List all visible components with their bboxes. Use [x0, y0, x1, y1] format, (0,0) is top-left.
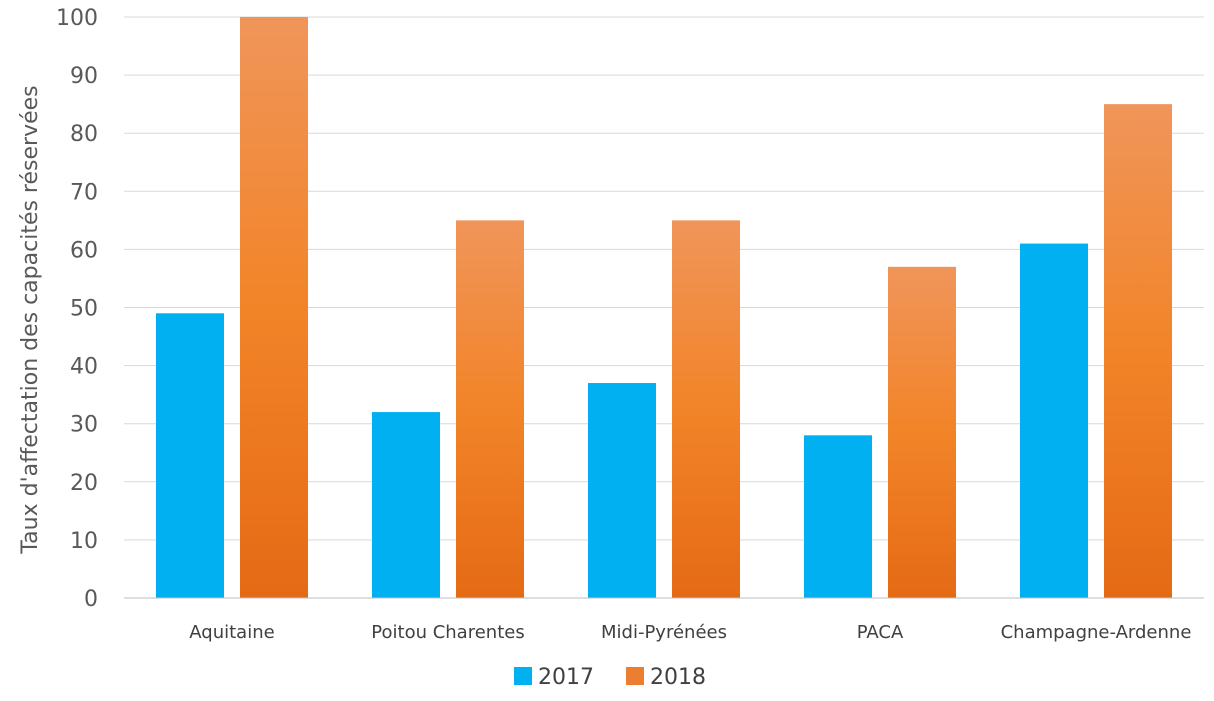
y-tick-label: 40 — [70, 355, 98, 380]
x-tick-label: Midi-Pyrénées — [601, 622, 727, 643]
bar-2017-2 — [588, 383, 656, 598]
y-tick-label: 0 — [84, 587, 98, 612]
x-tick-label: PACA — [857, 622, 904, 643]
bar-2018-2 — [672, 220, 740, 598]
y-tick-label: 20 — [70, 471, 98, 496]
y-tick-label: 70 — [70, 180, 98, 205]
y-tick-label: 50 — [70, 297, 98, 322]
legend-swatch-2018 — [626, 667, 644, 685]
legend: 2017 2018 — [514, 665, 706, 690]
y-tick-label: 90 — [70, 64, 98, 89]
bar-2017-3 — [804, 435, 872, 598]
bar-2018-3 — [888, 267, 956, 598]
bar-2017-0 — [156, 313, 224, 598]
x-axis-ticks: Aquitaine Poitou Charentes Midi-Pyrénées PA… — [189, 622, 1191, 643]
bar-2017-1 — [372, 412, 440, 598]
y-axis-ticks: 0 10 20 30 40 50 60 70 80 90 100 — [56, 6, 98, 612]
bar-2018-4 — [1104, 104, 1172, 598]
y-axis-label: Taux d'affectation des capacités réservé… — [18, 85, 43, 554]
y-tick-label: 10 — [70, 529, 98, 554]
x-tick-label: Champagne-Ardenne — [1001, 622, 1192, 643]
bar-2017-4 — [1020, 244, 1088, 598]
y-tick-label: 60 — [70, 238, 98, 263]
y-tick-label: 80 — [70, 122, 98, 147]
x-tick-label: Poitou Charentes — [371, 622, 524, 643]
bar-2018-0 — [240, 17, 308, 598]
bar-2018-1 — [456, 220, 524, 598]
legend-label-2017: 2017 — [538, 665, 594, 690]
y-tick-label: 30 — [70, 413, 98, 438]
x-tick-label: Aquitaine — [189, 622, 274, 643]
y-tick-label: 100 — [56, 6, 98, 31]
legend-label-2018: 2018 — [650, 665, 706, 690]
legend-swatch-2017 — [514, 667, 532, 685]
